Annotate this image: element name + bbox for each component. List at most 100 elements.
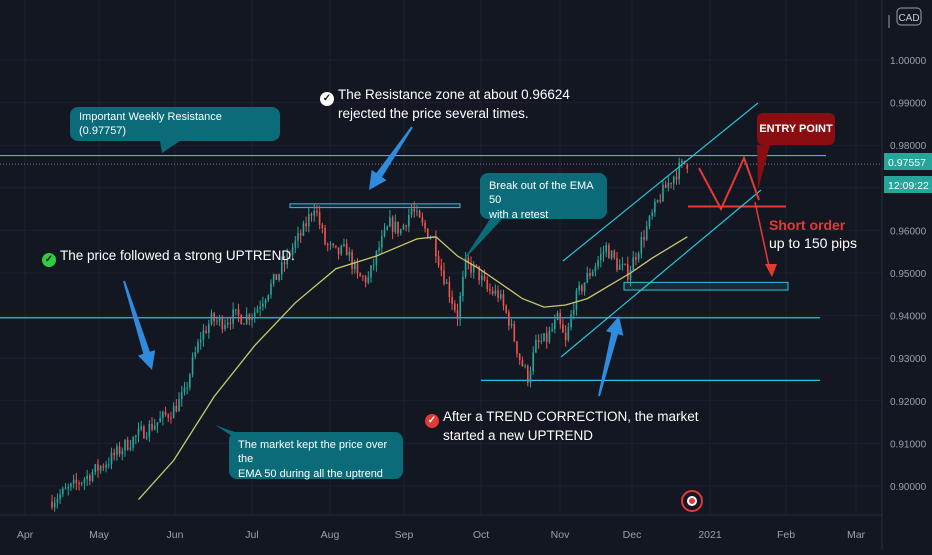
candle-body bbox=[451, 297, 453, 304]
candle-body bbox=[148, 423, 151, 437]
candle-body bbox=[256, 308, 259, 313]
ideas-logo-icon[interactable] bbox=[681, 490, 703, 512]
candle-body bbox=[235, 309, 237, 311]
candle-body bbox=[589, 273, 591, 276]
candle-body bbox=[305, 223, 307, 227]
candle-body bbox=[502, 294, 505, 306]
time-axis: Apr May Jun Jul Aug Sep Oct Nov Dec 2021 Feb Mar bbox=[0, 514, 882, 541]
candle-body bbox=[635, 257, 637, 260]
candle-body bbox=[218, 317, 221, 321]
price-tick-label: 0.94000 bbox=[890, 312, 927, 323]
candle-body bbox=[299, 233, 302, 236]
candle-body bbox=[567, 327, 570, 341]
candle-body bbox=[483, 275, 486, 280]
candle-body bbox=[529, 371, 532, 384]
candle-body bbox=[516, 341, 518, 354]
arrow-shape bbox=[123, 280, 156, 370]
candle-body bbox=[605, 245, 608, 253]
time-tick-label: Jun bbox=[167, 529, 184, 541]
channel-lower-line bbox=[560, 189, 762, 358]
entry-point-label: ENTRY POINT bbox=[757, 113, 835, 145]
candle-body bbox=[537, 339, 540, 342]
candle-body bbox=[210, 313, 213, 325]
correction-line1: After a TREND CORRECTION, the market bbox=[443, 409, 699, 424]
candle-body bbox=[353, 263, 356, 269]
check-circle-icon: ✓ bbox=[42, 253, 56, 267]
candle-body bbox=[578, 285, 580, 291]
candle-body bbox=[175, 406, 178, 412]
candle-body bbox=[378, 247, 380, 251]
candle-body bbox=[226, 322, 229, 325]
candle-body bbox=[402, 225, 405, 230]
resistance-zone-box bbox=[289, 203, 461, 209]
resistance-zone-line2: rejected the price several times. bbox=[338, 106, 529, 121]
candle-body bbox=[264, 299, 267, 304]
candle-body bbox=[70, 483, 72, 488]
candle-body bbox=[359, 273, 361, 277]
candle-body bbox=[494, 290, 497, 294]
candle-body bbox=[194, 352, 197, 357]
candle-body bbox=[351, 251, 353, 269]
candle-body bbox=[75, 479, 78, 484]
candle-body bbox=[613, 250, 616, 258]
candle-body bbox=[280, 262, 283, 275]
candle-body bbox=[645, 226, 648, 240]
candle-body bbox=[637, 253, 640, 260]
candle-body bbox=[121, 450, 124, 455]
ema-line1: The market kept the price over the bbox=[238, 439, 388, 466]
candle-body bbox=[456, 310, 459, 320]
candle-body bbox=[308, 214, 310, 227]
candle-body bbox=[151, 423, 153, 430]
candle-body bbox=[56, 499, 59, 503]
candle-body bbox=[291, 247, 294, 256]
candle-body bbox=[64, 488, 67, 490]
candle-body bbox=[518, 353, 521, 361]
last-price-tag bbox=[884, 153, 932, 170]
warning-circle-icon: ✓ bbox=[425, 414, 439, 428]
candle-body bbox=[267, 294, 270, 300]
candle-body bbox=[505, 305, 507, 313]
candle-body bbox=[686, 163, 689, 170]
candle-body bbox=[83, 479, 86, 483]
candle-body bbox=[670, 182, 672, 184]
weekly-resistance-text: Important Weekly Resistance (0.97757) bbox=[79, 110, 222, 137]
candle-body bbox=[294, 240, 297, 248]
candle-body bbox=[594, 266, 597, 272]
candle-body bbox=[110, 452, 113, 465]
arrow-shape bbox=[369, 126, 413, 190]
currency-badge bbox=[896, 7, 922, 26]
candle-body bbox=[78, 483, 80, 485]
candle-body bbox=[524, 365, 526, 367]
correction-note: ✓ After a TREND CORRECTION, the market st… bbox=[425, 409, 699, 445]
countdown-tag bbox=[884, 176, 932, 193]
time-tick-label: Mar bbox=[847, 529, 866, 541]
candle-body bbox=[153, 425, 156, 430]
short-order-arrowhead bbox=[765, 264, 777, 277]
time-tick-label: Apr bbox=[17, 529, 34, 541]
candle-body bbox=[408, 214, 410, 227]
candle-body bbox=[335, 245, 337, 248]
candle-body bbox=[497, 290, 499, 298]
candle-body bbox=[224, 324, 226, 330]
candle-body bbox=[286, 253, 289, 265]
candle-body bbox=[554, 320, 556, 329]
candle-body bbox=[426, 228, 429, 239]
candle-body bbox=[156, 422, 159, 426]
candle-body bbox=[162, 411, 164, 418]
time-tick-label: Aug bbox=[321, 529, 340, 541]
candle-body bbox=[134, 435, 137, 438]
candle-body bbox=[140, 426, 143, 430]
candle-body bbox=[413, 208, 416, 212]
price-tick-label: 0.96000 bbox=[890, 226, 927, 237]
short-order-note: Short order up to 150 pips bbox=[769, 217, 857, 252]
candle-body bbox=[443, 270, 445, 284]
candle-body bbox=[178, 399, 180, 412]
candle-body bbox=[197, 342, 199, 353]
candle-body bbox=[289, 253, 291, 256]
candle-body bbox=[199, 339, 202, 343]
candle-body bbox=[570, 314, 572, 328]
candle-body bbox=[167, 414, 170, 418]
candle-body bbox=[418, 210, 421, 218]
